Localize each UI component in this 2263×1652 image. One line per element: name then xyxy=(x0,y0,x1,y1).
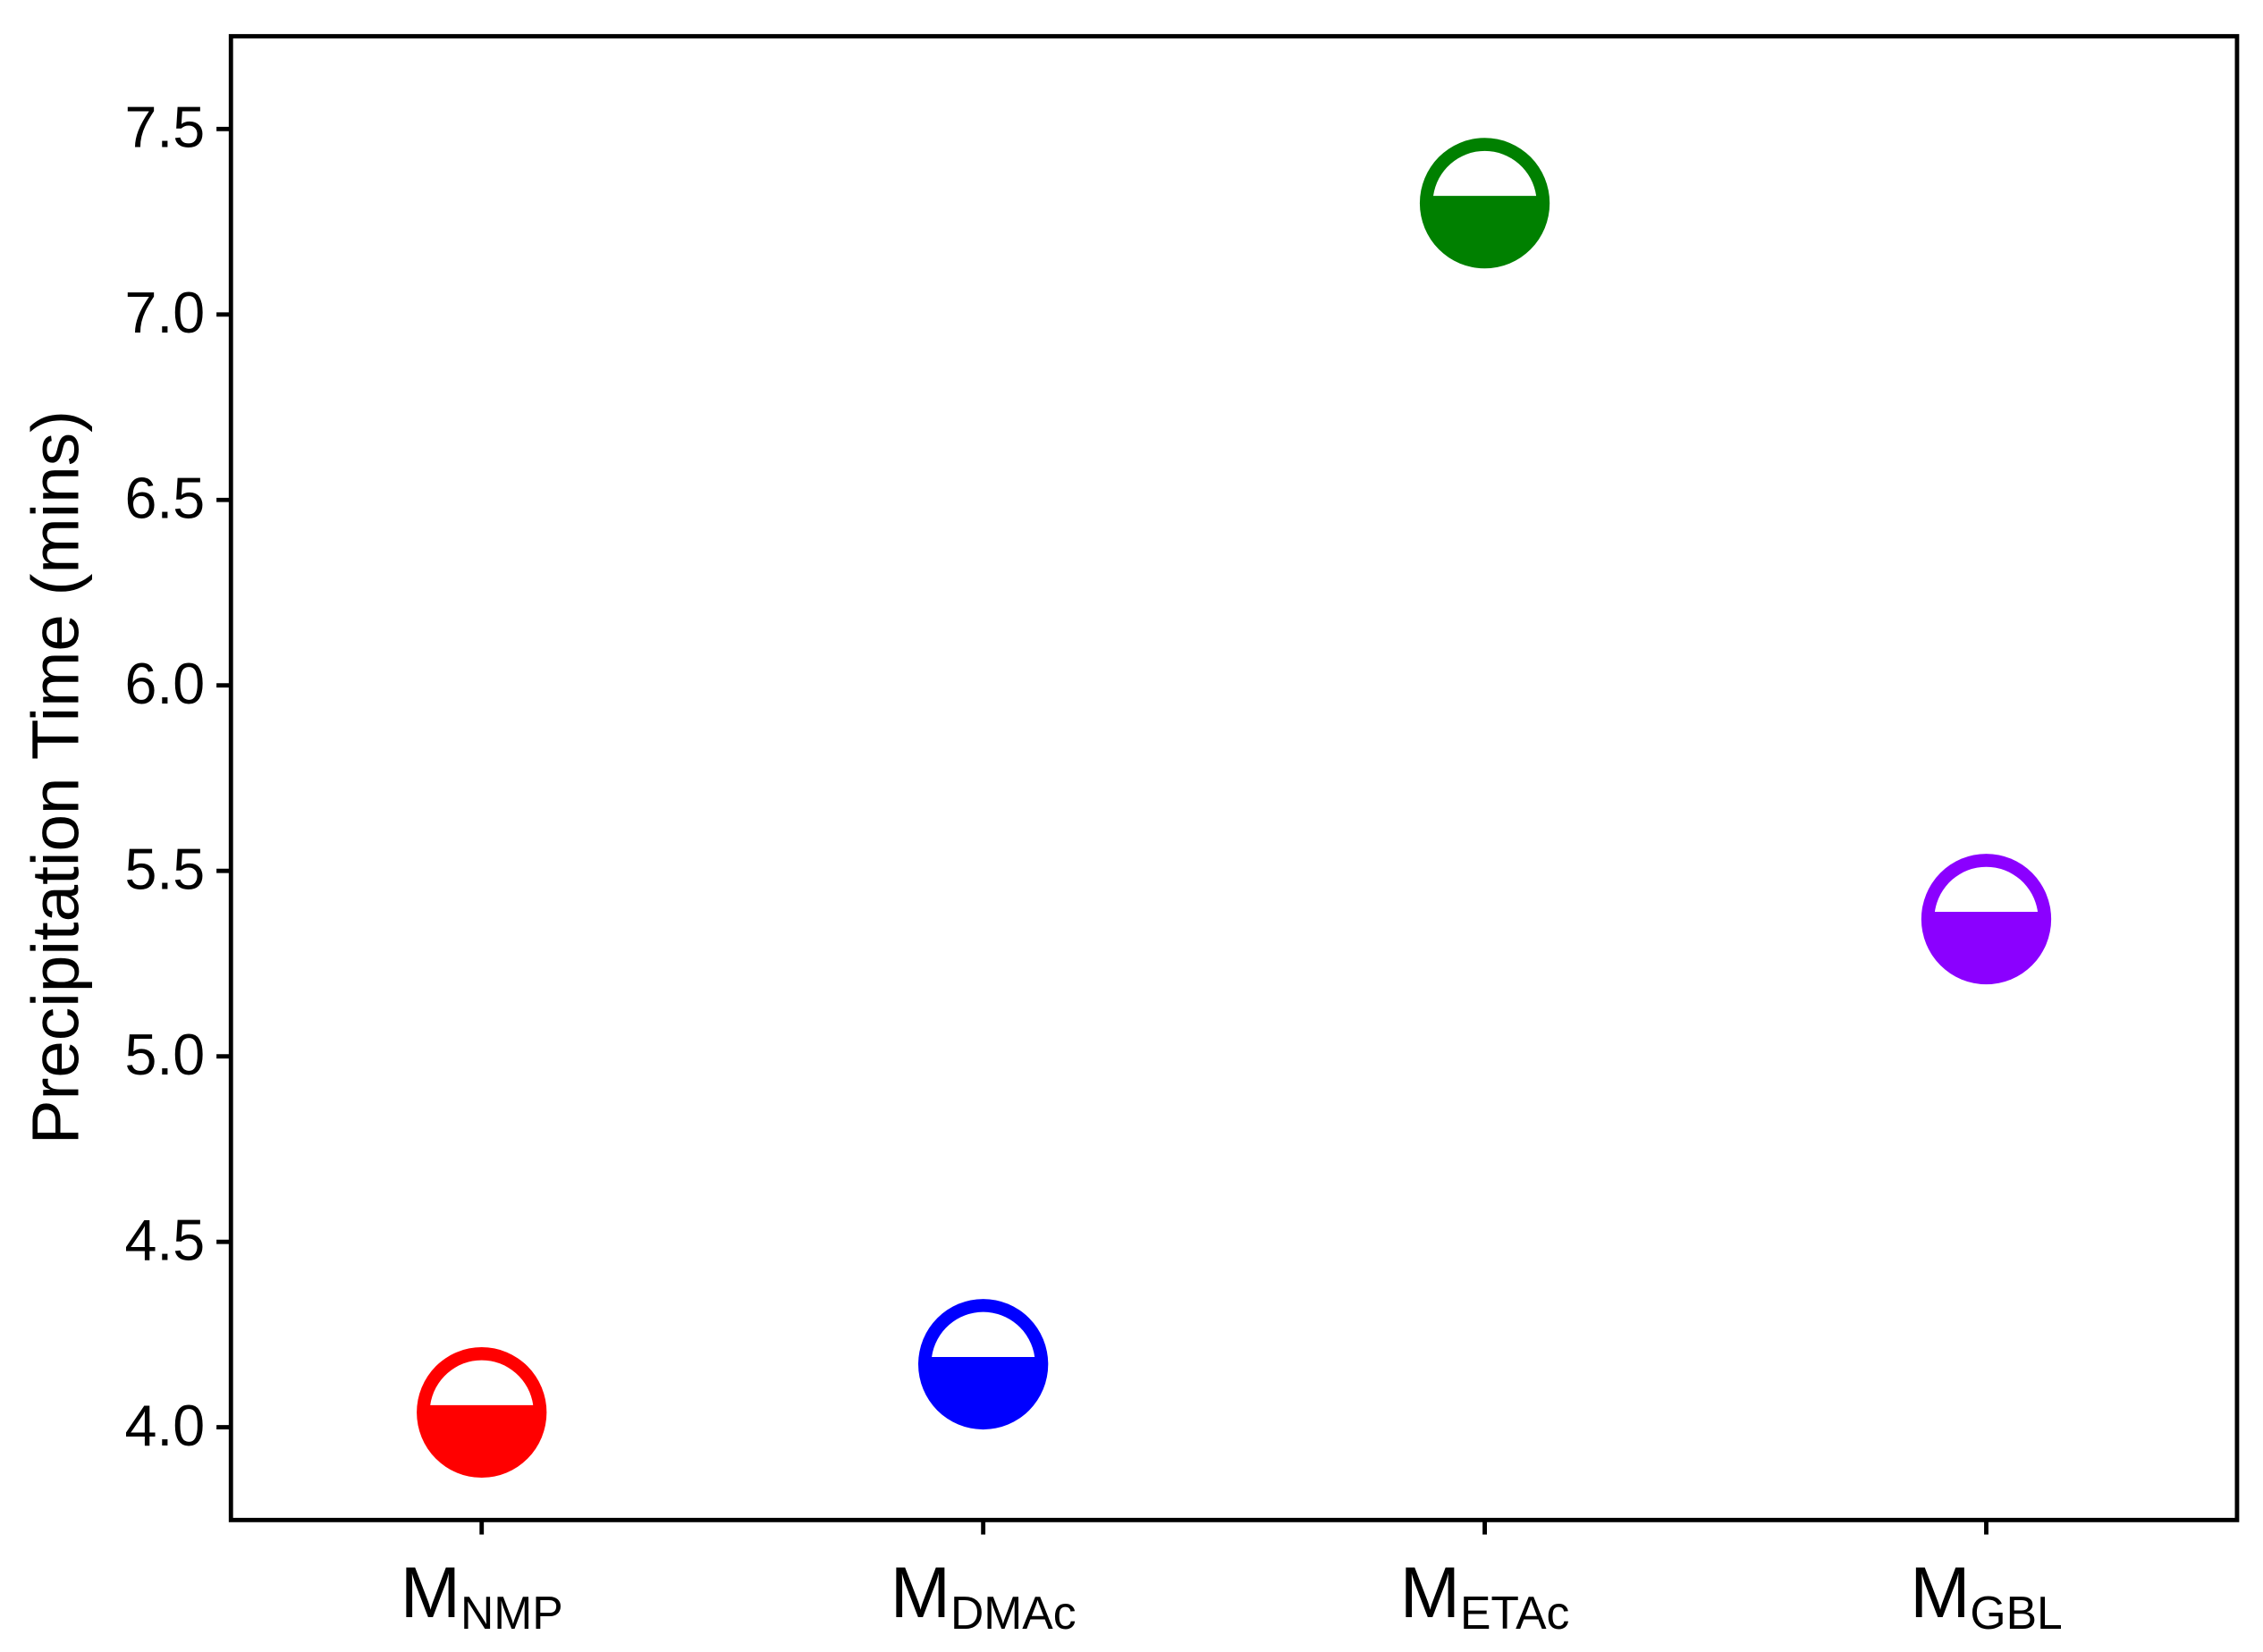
y-tick-label: 5.5 xyxy=(124,836,205,901)
x-tick-label-main: M xyxy=(1910,1553,1970,1633)
x-tick-label-sub: NMP xyxy=(460,1587,563,1639)
x-tick-label-main: M xyxy=(891,1553,950,1633)
y-tick-label: 5.0 xyxy=(124,1022,205,1087)
y-tick-label: 6.5 xyxy=(124,465,205,530)
y-tick-label: 6.0 xyxy=(124,651,205,716)
y-axis-title: Precipitation Time (mins) xyxy=(19,410,93,1144)
y-tick-label: 7.5 xyxy=(124,95,205,160)
x-tick-label: MNMP xyxy=(401,1553,563,1639)
marker-hollow-half xyxy=(1934,866,2039,913)
x-tick-label-sub: GBL xyxy=(1970,1587,2062,1639)
x-tick-label-main: M xyxy=(401,1553,460,1633)
y-tick-label: 4.5 xyxy=(124,1207,205,1272)
marker-hollow-half xyxy=(932,1311,1035,1357)
y-tick-label: 4.0 xyxy=(124,1393,205,1458)
x-tick-label-sub: DMAc xyxy=(950,1587,1077,1639)
x-tick-label: METAc xyxy=(1400,1553,1570,1639)
marker-hollow-half xyxy=(1433,150,1537,197)
y-tick-label: 7.0 xyxy=(124,280,205,345)
plot-frame xyxy=(228,34,2240,1522)
x-tick-label: MGBL xyxy=(1910,1553,2063,1639)
x-tick-label-sub: ETAc xyxy=(1460,1587,1569,1639)
marker-hollow-half xyxy=(430,1360,534,1405)
x-tick-label: MDMAc xyxy=(891,1553,1077,1639)
x-tick-label-main: M xyxy=(1400,1553,1460,1633)
